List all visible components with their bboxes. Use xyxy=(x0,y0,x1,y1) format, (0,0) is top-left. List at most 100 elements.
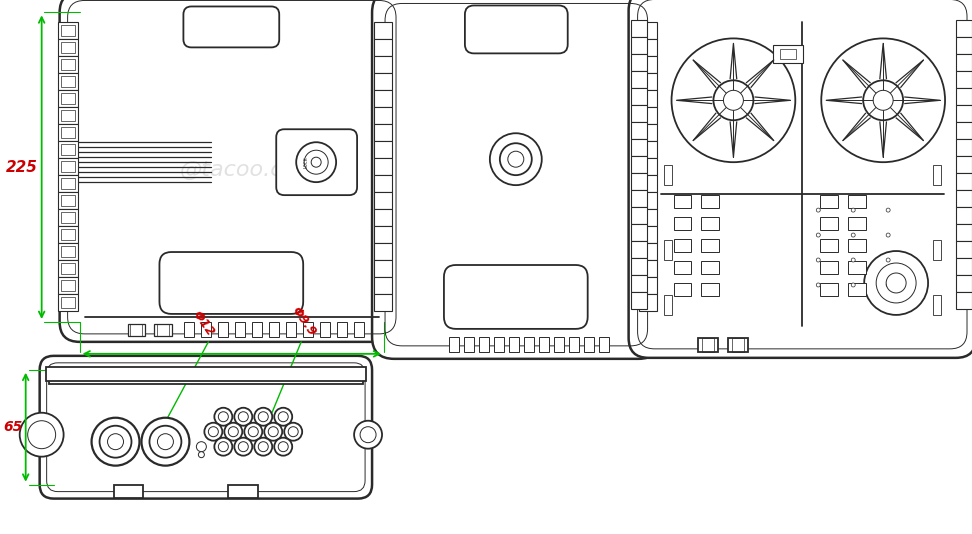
Circle shape xyxy=(354,421,382,449)
Circle shape xyxy=(234,438,253,456)
Bar xyxy=(374,107,392,124)
Bar xyxy=(849,239,866,252)
Bar xyxy=(631,88,646,105)
Bar xyxy=(494,337,503,352)
Circle shape xyxy=(142,418,190,466)
FancyBboxPatch shape xyxy=(276,129,357,195)
Bar xyxy=(374,40,392,57)
Bar xyxy=(956,292,972,309)
Bar xyxy=(337,322,347,337)
Bar xyxy=(956,139,972,156)
Bar xyxy=(185,322,194,337)
Bar xyxy=(57,175,78,192)
Bar xyxy=(219,322,228,337)
Bar xyxy=(374,175,392,192)
Bar xyxy=(849,195,866,208)
Bar xyxy=(956,224,972,241)
Bar xyxy=(956,105,972,122)
Bar xyxy=(956,190,972,207)
Circle shape xyxy=(255,408,272,426)
Bar xyxy=(631,292,646,309)
Circle shape xyxy=(157,434,173,450)
Bar xyxy=(303,322,313,337)
Circle shape xyxy=(886,273,906,293)
Circle shape xyxy=(304,150,329,174)
Bar xyxy=(631,241,646,258)
Bar xyxy=(157,324,169,336)
Bar xyxy=(820,283,838,296)
Bar xyxy=(664,240,672,260)
Bar xyxy=(781,49,796,59)
Bar xyxy=(631,224,646,241)
Text: 225: 225 xyxy=(6,160,38,175)
Bar xyxy=(374,260,392,277)
Bar xyxy=(849,283,866,296)
Bar xyxy=(60,42,75,53)
Circle shape xyxy=(259,412,268,422)
Bar xyxy=(631,139,646,156)
Bar xyxy=(820,195,838,208)
Bar xyxy=(631,54,646,72)
Bar xyxy=(702,261,719,274)
Bar xyxy=(60,297,75,308)
Circle shape xyxy=(215,408,232,426)
Circle shape xyxy=(851,258,855,262)
Bar xyxy=(674,217,691,230)
Bar xyxy=(60,178,75,189)
Circle shape xyxy=(268,427,278,437)
Bar xyxy=(57,22,78,40)
Bar xyxy=(49,370,364,384)
Bar xyxy=(60,111,75,121)
Bar xyxy=(639,73,656,90)
Bar xyxy=(639,141,656,158)
Bar xyxy=(114,485,144,498)
Circle shape xyxy=(225,423,242,441)
Bar xyxy=(127,324,146,336)
Bar xyxy=(374,243,392,260)
Bar xyxy=(639,158,656,175)
Bar xyxy=(820,261,838,274)
Bar xyxy=(956,173,972,190)
Bar xyxy=(639,90,656,107)
Bar xyxy=(639,40,656,57)
Circle shape xyxy=(248,427,259,437)
Bar xyxy=(374,22,392,40)
Bar xyxy=(631,37,646,54)
Bar xyxy=(374,277,392,294)
Bar xyxy=(933,240,941,260)
Circle shape xyxy=(873,90,893,111)
Circle shape xyxy=(91,418,139,466)
Bar xyxy=(631,156,646,173)
Circle shape xyxy=(278,442,289,452)
Bar xyxy=(60,195,75,206)
FancyBboxPatch shape xyxy=(465,5,568,53)
Bar xyxy=(733,338,745,352)
Circle shape xyxy=(238,412,248,422)
Bar xyxy=(57,141,78,158)
Bar xyxy=(57,209,78,226)
Bar xyxy=(956,54,972,72)
Bar xyxy=(956,122,972,139)
Bar xyxy=(639,277,656,294)
Bar xyxy=(60,246,75,257)
Bar xyxy=(702,195,719,208)
Circle shape xyxy=(244,423,262,441)
Circle shape xyxy=(27,421,55,449)
Bar xyxy=(57,107,78,124)
Circle shape xyxy=(274,408,293,426)
Bar xyxy=(664,165,672,185)
Bar xyxy=(60,26,75,36)
Bar xyxy=(60,59,75,70)
Bar xyxy=(639,57,656,73)
Bar xyxy=(933,295,941,315)
FancyBboxPatch shape xyxy=(372,0,661,359)
Circle shape xyxy=(219,442,228,452)
Circle shape xyxy=(259,442,268,452)
Bar xyxy=(569,337,578,352)
Bar xyxy=(57,90,78,107)
Text: Φ9.9: Φ9.9 xyxy=(290,304,319,339)
Text: 65: 65 xyxy=(4,420,22,434)
Bar xyxy=(631,72,646,88)
Bar xyxy=(631,275,646,292)
Circle shape xyxy=(264,423,282,441)
